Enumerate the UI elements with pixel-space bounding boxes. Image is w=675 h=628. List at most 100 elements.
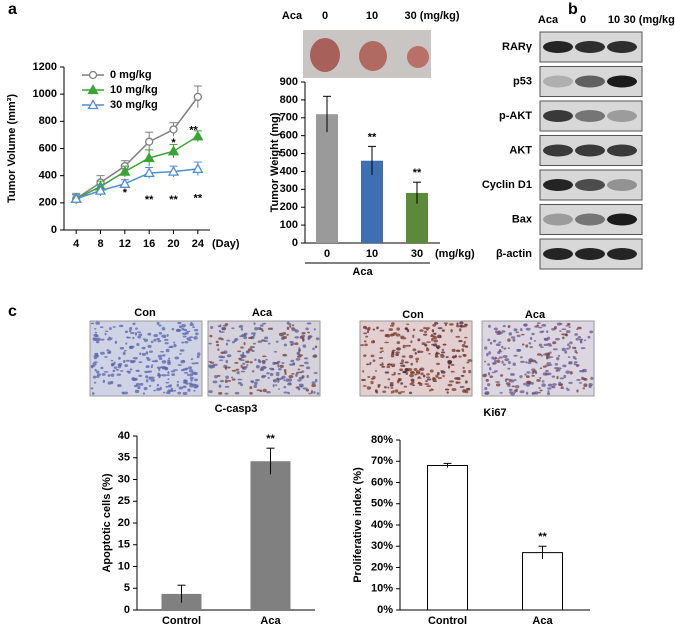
cell xyxy=(426,373,430,376)
cell xyxy=(429,369,434,373)
cell xyxy=(424,383,430,386)
cell xyxy=(524,373,527,376)
x-tick-label: 20 xyxy=(167,238,179,250)
cell xyxy=(134,389,140,394)
cell xyxy=(311,381,316,385)
y-tick-label: 50% xyxy=(371,498,393,510)
cell xyxy=(395,351,400,354)
cell xyxy=(115,368,120,371)
cell xyxy=(117,384,122,388)
cell xyxy=(464,345,469,348)
cell xyxy=(418,382,423,387)
cell xyxy=(531,332,535,336)
photo-dose: 30 (mg/kg) xyxy=(404,10,459,22)
cell xyxy=(141,352,147,356)
cell xyxy=(124,364,129,368)
cell xyxy=(536,324,540,327)
cell xyxy=(489,375,494,378)
cell xyxy=(139,352,142,356)
cell xyxy=(94,331,98,334)
y-tick-label: 10 xyxy=(118,560,130,572)
cell xyxy=(295,357,301,361)
cell xyxy=(498,350,503,353)
cell xyxy=(419,329,424,332)
cell xyxy=(525,383,530,387)
cell xyxy=(419,350,424,354)
cell xyxy=(135,369,140,373)
cell xyxy=(190,379,193,382)
cell xyxy=(220,338,224,341)
cell xyxy=(561,333,566,336)
cell xyxy=(224,366,228,370)
cell xyxy=(237,350,242,353)
cell xyxy=(127,371,131,374)
cell xyxy=(116,373,122,376)
cell xyxy=(253,381,258,385)
cell xyxy=(503,347,507,350)
cell xyxy=(433,339,439,343)
cell xyxy=(487,383,491,387)
cell xyxy=(531,391,537,395)
cell xyxy=(171,328,175,331)
cell xyxy=(369,362,372,364)
cell xyxy=(256,389,261,392)
cell xyxy=(370,380,374,385)
cell xyxy=(365,335,369,338)
x-tick-label: 24 xyxy=(192,238,205,250)
cell xyxy=(170,370,176,373)
cell xyxy=(286,326,290,331)
cell xyxy=(168,357,171,360)
cell xyxy=(361,378,366,382)
cell xyxy=(564,350,568,354)
cell xyxy=(569,341,573,345)
cell xyxy=(390,390,393,394)
cell xyxy=(251,350,255,352)
y-tick-label: 200 xyxy=(280,201,298,213)
cell xyxy=(136,343,140,347)
cell xyxy=(419,367,425,372)
cell xyxy=(242,351,245,356)
marker xyxy=(167,145,180,156)
cell xyxy=(525,327,531,331)
cell xyxy=(542,372,548,376)
cell xyxy=(291,372,295,375)
marker xyxy=(119,177,131,188)
cell xyxy=(315,337,320,341)
cell xyxy=(240,327,243,331)
cell xyxy=(94,337,98,341)
cell xyxy=(546,362,552,365)
cell xyxy=(272,384,275,388)
legend-label: 10 mg/kg xyxy=(110,84,158,96)
cell xyxy=(181,341,185,344)
cell xyxy=(310,390,314,394)
cell xyxy=(252,342,257,345)
cell xyxy=(370,340,375,344)
cell xyxy=(574,347,577,350)
cell xyxy=(225,342,229,346)
cell xyxy=(240,346,244,349)
y-tick-label: 70% xyxy=(371,455,393,467)
cell xyxy=(459,321,464,325)
cell xyxy=(273,350,278,353)
y-tick-label: 40% xyxy=(371,519,393,531)
cell xyxy=(575,337,579,341)
cell xyxy=(301,334,306,338)
cell xyxy=(496,358,500,360)
cell xyxy=(95,340,100,344)
cell xyxy=(96,370,100,374)
cell xyxy=(273,379,278,383)
cell xyxy=(313,354,317,358)
cell xyxy=(190,358,194,361)
cell xyxy=(403,385,408,388)
cell xyxy=(158,367,161,372)
y-tick-label: 800 xyxy=(39,115,57,127)
blot-band xyxy=(543,75,573,88)
cell xyxy=(363,332,368,335)
cell xyxy=(492,361,497,365)
cell xyxy=(374,370,378,372)
cell xyxy=(107,351,112,354)
cell xyxy=(408,391,413,395)
cell xyxy=(296,351,299,356)
cell xyxy=(313,328,316,331)
cell xyxy=(277,378,282,381)
